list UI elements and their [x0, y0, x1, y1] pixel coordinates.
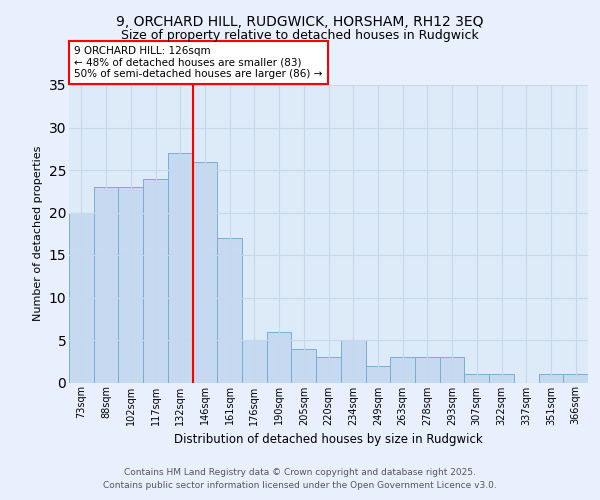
Bar	[217, 238, 242, 382]
Y-axis label: Number of detached properties: Number of detached properties	[33, 146, 43, 322]
Bar	[415, 357, 440, 382]
Bar	[440, 357, 464, 382]
X-axis label: Distribution of detached houses by size in Rudgwick: Distribution of detached houses by size …	[174, 433, 483, 446]
Text: Size of property relative to detached houses in Rudgwick: Size of property relative to detached ho…	[121, 28, 479, 42]
Bar	[365, 366, 390, 382]
Bar	[464, 374, 489, 382]
Bar	[69, 212, 94, 382]
Bar	[143, 178, 168, 382]
Bar	[118, 187, 143, 382]
Bar	[390, 357, 415, 382]
Bar	[267, 332, 292, 382]
Bar	[341, 340, 365, 382]
Bar	[489, 374, 514, 382]
Text: 9 ORCHARD HILL: 126sqm
← 48% of detached houses are smaller (83)
50% of semi-det: 9 ORCHARD HILL: 126sqm ← 48% of detached…	[74, 46, 323, 79]
Bar	[563, 374, 588, 382]
Bar	[168, 153, 193, 382]
Bar	[242, 340, 267, 382]
Bar	[94, 187, 118, 382]
Bar	[292, 348, 316, 382]
Text: Contains public sector information licensed under the Open Government Licence v3: Contains public sector information licen…	[103, 480, 497, 490]
Text: Contains HM Land Registry data © Crown copyright and database right 2025.: Contains HM Land Registry data © Crown c…	[124, 468, 476, 477]
Text: 9, ORCHARD HILL, RUDGWICK, HORSHAM, RH12 3EQ: 9, ORCHARD HILL, RUDGWICK, HORSHAM, RH12…	[116, 16, 484, 30]
Bar	[316, 357, 341, 382]
Bar	[193, 162, 217, 382]
Bar	[539, 374, 563, 382]
